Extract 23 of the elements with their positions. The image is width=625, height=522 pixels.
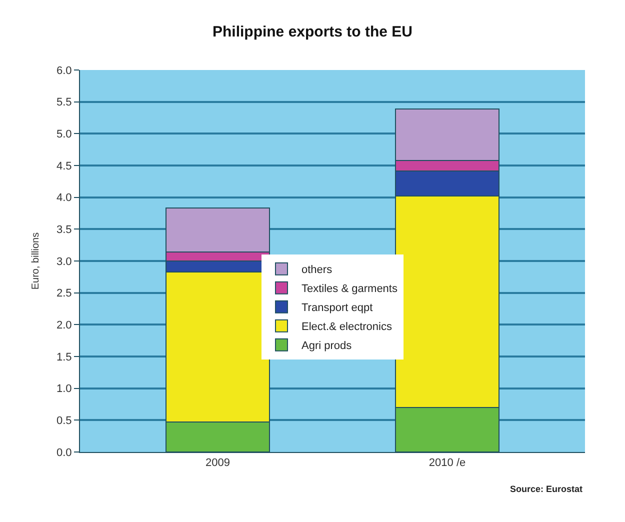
legend-label: others xyxy=(302,264,333,276)
y-tick-label: 4.0 xyxy=(56,192,72,204)
y-tick-label: 1.0 xyxy=(56,383,72,396)
legend-label: Elect.& electronics xyxy=(302,321,392,334)
legend-label: Transport eqpt xyxy=(302,302,373,314)
y-axis-title: Euro, billions xyxy=(30,232,42,290)
chart-title: Philippine exports to the EU xyxy=(212,24,413,41)
y-tick-label: 2.0 xyxy=(56,320,72,332)
y-tick-label: 6.0 xyxy=(56,64,72,77)
y-tick-label: 4.5 xyxy=(56,160,72,172)
y-tick-label: 5.0 xyxy=(56,128,72,141)
y-tick-label: 3.5 xyxy=(56,224,72,236)
x-tick-label: 2010 /e xyxy=(428,457,466,470)
y-tick-label: 2.5 xyxy=(56,288,72,300)
y-tick-label: 3.0 xyxy=(56,256,72,268)
y-tick-label: 1.5 xyxy=(56,351,72,364)
y-tick-label: 0.5 xyxy=(56,415,72,428)
legend-label: Textiles & garments xyxy=(302,283,398,296)
source-note: Source: Eurostat xyxy=(510,484,583,494)
legend-label: Agri prods xyxy=(302,340,352,352)
y-tick-label: 5.5 xyxy=(56,96,72,109)
x-tick-label: 2009 xyxy=(205,457,230,470)
y-tick-label: 0.0 xyxy=(56,446,72,459)
